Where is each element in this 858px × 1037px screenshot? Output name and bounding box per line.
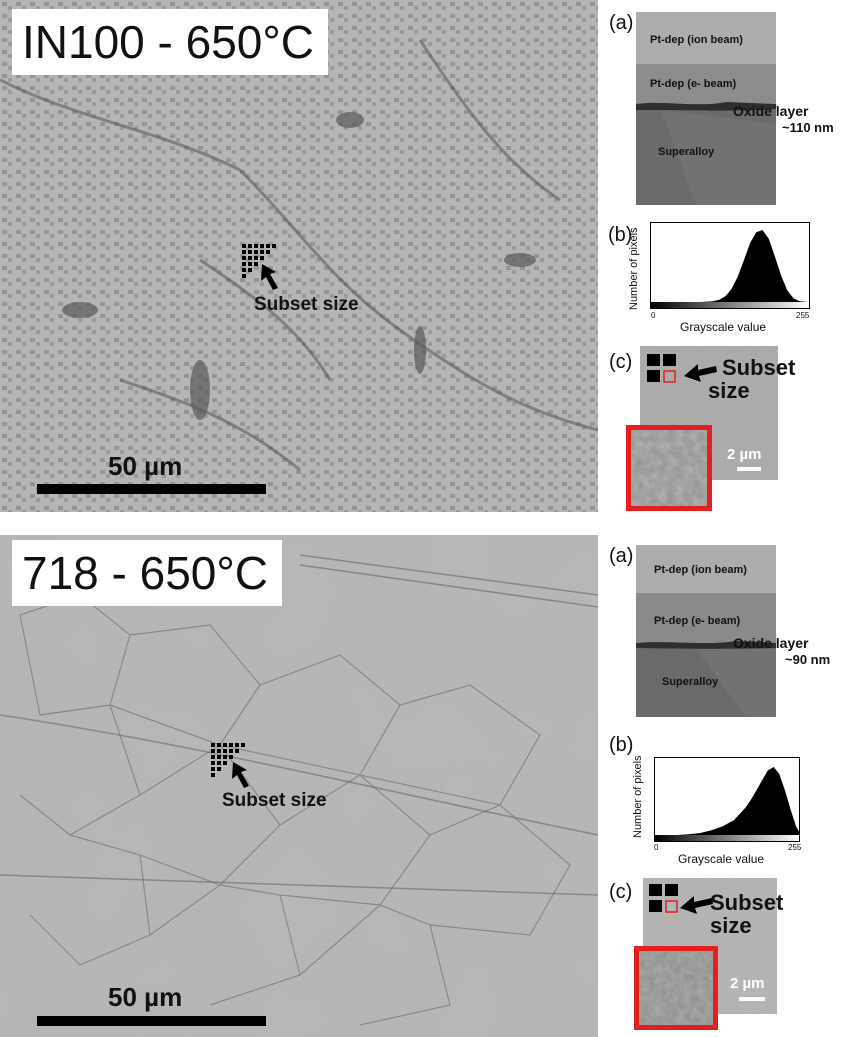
in100-layer-e-beam: Pt-dep (e- beam) (650, 78, 737, 90)
in100-histogram-ylabel: Number of pixels (628, 227, 640, 310)
in100-histogram-area (651, 230, 809, 302)
in100-zoom-subset-label: Subset size (708, 355, 796, 404)
alloy718-scale-label: 50 µm (108, 982, 183, 1012)
in100-scale-label: 50 µm (108, 451, 183, 481)
in100-subset-label: Subset size (254, 294, 359, 315)
in100-zoom-arrow-icon (684, 364, 717, 382)
in100-panel-c-letter: (c) (609, 351, 633, 373)
alloy718-cross-section: Pt-dep (ion beam) Pt-dep (e- beam) Super… (636, 545, 776, 717)
alloy718-oxide-label: Oxide layer (733, 635, 809, 651)
in100-panel-a-letter: (a) (609, 12, 634, 34)
in100-oxide-thickness: ~110 nm (782, 120, 834, 135)
in100-histogram-xlabel: Grayscale value (680, 320, 767, 334)
in100-micrograph (0, 0, 598, 512)
alloy718-layer-ion-beam: Pt-dep (ion beam) (654, 564, 747, 576)
in100-layer-superalloy: Superalloy (658, 146, 715, 158)
alloy718-title: 718 - 650°C (12, 540, 282, 606)
alloy718-histogram (654, 757, 800, 842)
in100-cross-section: Pt-dep (ion beam) Pt-dep (e- beam) Super… (636, 12, 776, 205)
in100-histogram (650, 222, 810, 309)
alloy718-oxide-thickness: ~90 nm (785, 652, 831, 667)
alloy718-zoom-arrow-icon (680, 896, 713, 914)
alloy718-histogram-tick-min: 0 (654, 843, 659, 852)
alloy718-zoom-subset-label: Subset size (710, 890, 784, 939)
alloy718-scale-bar (37, 1016, 266, 1026)
alloy718-zoom-scale-label: 2 µm (730, 975, 765, 992)
in100-micrograph-texture (0, 0, 598, 512)
in100-subset-grid-icon (242, 244, 276, 278)
in100-zoom-inset (626, 425, 712, 511)
in100-scale-bar (37, 484, 266, 494)
in100-oxide-label: Oxide layer (733, 103, 809, 119)
alloy718-histogram-tick-max: 255 (788, 843, 802, 852)
in100-layer-ion-beam: Pt-dep (ion beam) (650, 34, 743, 46)
alloy718-subset-grid-icon (211, 743, 245, 777)
alloy718-zoom-scale-bar (739, 997, 765, 1001)
alloy718-layer-e-beam: Pt-dep (e- beam) (654, 615, 741, 627)
alloy718-subset-label: Subset size (222, 790, 327, 811)
alloy718-histogram-xlabel: Grayscale value (678, 852, 765, 866)
alloy718-subset-arrow-icon (232, 762, 249, 788)
alloy718-panel-b-letter: (b) (609, 734, 634, 756)
in100-histogram-tick-min: 0 (651, 311, 656, 320)
alloy718-micrograph-texture (0, 535, 598, 1037)
in100-zoom-scale-bar (737, 467, 761, 471)
in100-subset-arrow-icon (261, 264, 278, 290)
alloy718-micrograph (0, 535, 598, 1037)
in100-title: IN100 - 650°C (12, 9, 328, 75)
alloy718-histogram-area (655, 767, 799, 835)
alloy718-zoom-inset (634, 946, 718, 1030)
in100-histogram-tick-max: 255 (796, 311, 810, 320)
alloy718-histogram-ylabel: Number of pixels (632, 755, 644, 838)
in100-panel-b-letter: (b) (608, 224, 633, 246)
alloy718-panel-c-letter: (c) (609, 881, 633, 903)
in100-zoom-scale-label: 2 µm (727, 446, 762, 463)
alloy718-panel-a-letter: (a) (609, 545, 634, 567)
alloy718-layer-superalloy: Superalloy (662, 676, 719, 688)
